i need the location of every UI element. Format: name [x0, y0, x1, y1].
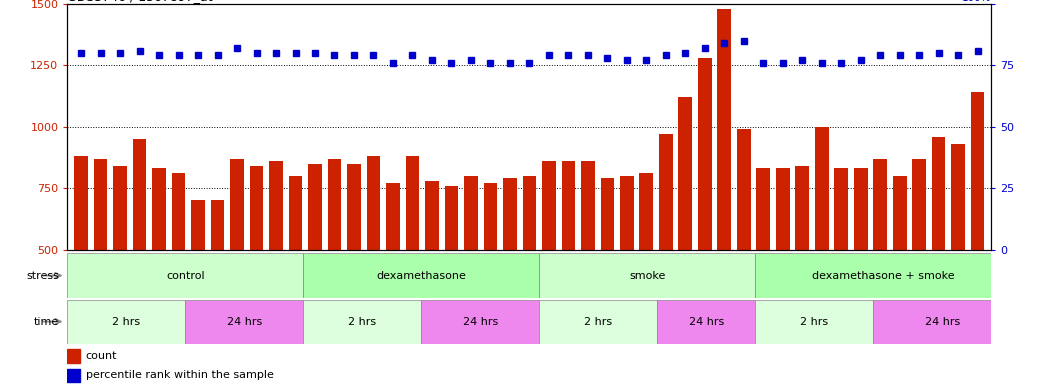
Text: 100%: 100% [962, 0, 991, 3]
Bar [679, 97, 692, 372]
Text: smoke: smoke [629, 270, 665, 281]
Text: count: count [85, 351, 117, 361]
Bar [522, 176, 537, 372]
Text: control: control [166, 270, 204, 281]
Bar [854, 169, 868, 372]
Bar [737, 129, 750, 372]
Bar [191, 200, 204, 372]
Text: 24 hrs: 24 hrs [925, 316, 960, 327]
Bar [211, 200, 224, 372]
Bar [67, 349, 80, 363]
Bar [250, 166, 264, 372]
Bar [153, 169, 166, 372]
Bar [113, 166, 127, 372]
Bar [620, 176, 633, 372]
Bar [303, 253, 539, 298]
Bar [484, 183, 497, 372]
Bar [776, 169, 790, 372]
Text: 2 hrs: 2 hrs [112, 316, 140, 327]
Text: 2 hrs: 2 hrs [348, 316, 377, 327]
Bar [171, 174, 186, 372]
Bar [932, 137, 946, 372]
Bar [269, 161, 282, 372]
Bar [659, 134, 673, 372]
Bar [873, 159, 887, 372]
Bar [756, 300, 873, 344]
Bar [815, 127, 828, 372]
Bar [657, 300, 756, 344]
Text: time: time [34, 316, 59, 327]
Text: GDS3746 / 1367897_at: GDS3746 / 1367897_at [67, 0, 213, 3]
Bar [289, 176, 302, 372]
Bar [873, 300, 1011, 344]
Bar [717, 9, 731, 372]
Bar [75, 156, 88, 372]
Bar [952, 144, 965, 372]
Bar [639, 174, 653, 372]
Bar [542, 161, 555, 372]
Bar [601, 178, 614, 372]
Bar [426, 181, 439, 372]
Bar [539, 253, 756, 298]
Text: 24 hrs: 24 hrs [463, 316, 498, 327]
Bar [386, 183, 400, 372]
Bar [562, 161, 575, 372]
Text: 2 hrs: 2 hrs [800, 316, 828, 327]
Text: 24 hrs: 24 hrs [688, 316, 723, 327]
Bar [186, 300, 303, 344]
Bar [912, 159, 926, 372]
Bar [581, 161, 595, 372]
Bar [230, 159, 244, 372]
Bar [539, 300, 657, 344]
Bar [795, 166, 809, 372]
Text: 2 hrs: 2 hrs [584, 316, 612, 327]
Bar [757, 169, 770, 372]
Bar [406, 156, 419, 372]
Bar [303, 300, 421, 344]
Bar [133, 139, 146, 372]
Bar [698, 58, 712, 372]
Bar [67, 300, 186, 344]
Bar [835, 169, 848, 372]
Text: dexamethasone + smoke: dexamethasone + smoke [812, 270, 955, 281]
Bar [308, 164, 322, 372]
Text: dexamethasone: dexamethasone [377, 270, 466, 281]
Bar [328, 159, 342, 372]
Bar [503, 178, 517, 372]
Bar [971, 92, 984, 372]
Bar [347, 164, 361, 372]
Text: percentile rank within the sample: percentile rank within the sample [85, 370, 273, 380]
Bar [444, 186, 458, 372]
Bar [421, 300, 539, 344]
Bar [93, 159, 107, 372]
Bar [464, 176, 477, 372]
Bar [67, 253, 303, 298]
Text: 24 hrs: 24 hrs [226, 316, 262, 327]
Bar [67, 369, 80, 382]
Bar [893, 176, 906, 372]
Bar [756, 253, 1011, 298]
Text: stress: stress [26, 270, 59, 281]
Bar [366, 156, 380, 372]
